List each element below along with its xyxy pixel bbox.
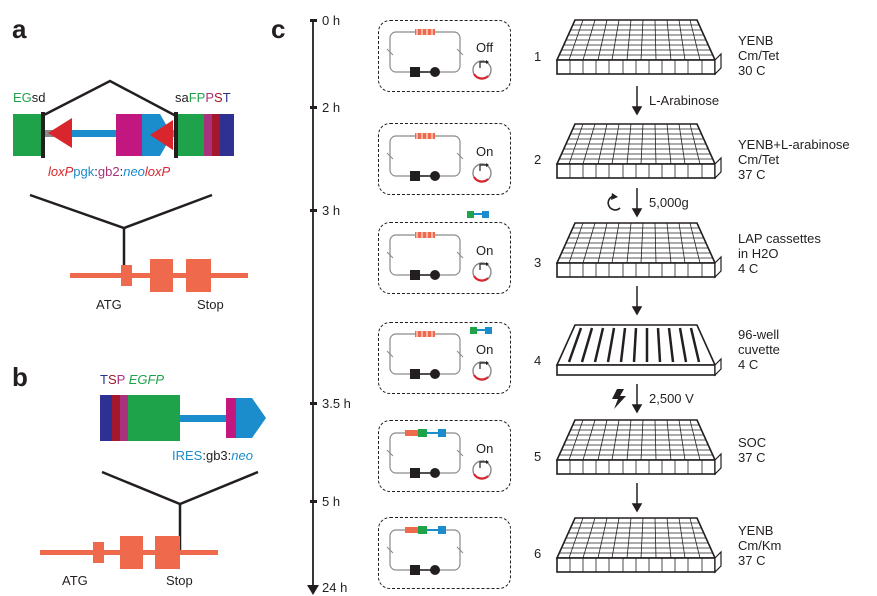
state-3: On: [476, 243, 494, 258]
ires-line: [180, 415, 226, 422]
neo-arrow-b-icon: [236, 398, 266, 438]
step-num-1: 1: [534, 49, 542, 64]
arrow-label-1: L-Arabinose: [649, 93, 720, 108]
time-3h: 3 h: [322, 203, 341, 218]
gene-b-stop-label: Stop: [166, 573, 193, 588]
fp-block: [178, 114, 204, 156]
step-num-2: 2: [534, 152, 542, 167]
panel-a-letter: a: [12, 14, 27, 44]
t-block-b: [100, 395, 112, 441]
step-num-5: 5: [534, 449, 542, 464]
cell-box-4: [378, 322, 511, 394]
egfp-block: [128, 395, 180, 441]
splice-line: [39, 79, 179, 119]
conditions-1: YENB Cm/Tet 30 C: [738, 33, 780, 78]
time-3-5h: 3.5 h: [322, 396, 351, 411]
time-2h: 2 h: [322, 100, 341, 115]
gb3-block: [226, 398, 236, 438]
step-num-3: 3: [534, 255, 542, 270]
exon-b-1: [93, 542, 104, 563]
time-24h: 24 h: [322, 580, 348, 595]
panel-c-letter: c: [271, 14, 286, 44]
state-1: Off: [476, 40, 494, 55]
cell-box-3: [378, 222, 511, 294]
step-num-6: 6: [534, 546, 542, 561]
loxp-cassette-label: loxPpgk:gb2:neoloxP: [48, 164, 171, 179]
eg-sd-label: EGsd: [13, 90, 46, 105]
s-block-b: [112, 395, 120, 441]
cell-box-1: [378, 20, 511, 92]
ires-neo-label: IRES:gb3:neo: [172, 448, 253, 463]
electroporation-icon: [612, 389, 626, 409]
panel-b-letter: b: [12, 362, 28, 392]
exon-3: [186, 259, 211, 292]
conditions-2: YENB+L-arabinose Cm/Tet 37 C: [738, 137, 850, 182]
exon-b-3: [155, 536, 180, 569]
cell-box-5: [378, 420, 511, 492]
sa-bar: [174, 112, 178, 158]
state-2: On: [476, 144, 494, 159]
gb2-block: [116, 114, 142, 156]
sd-bar: [41, 112, 45, 158]
loxp-right-icon: [150, 120, 173, 150]
tsp-egfp-label: TSP EGFP: [100, 372, 165, 387]
state-5: On: [476, 441, 494, 456]
state-4: On: [476, 342, 494, 357]
conditions-3: LAP cassettes in H2O 4 C: [738, 231, 821, 276]
cell-box-6: [378, 517, 511, 589]
exon-b-2: [120, 536, 143, 569]
loxp-left-icon: [48, 118, 72, 148]
gene-a-stop-label: Stop: [197, 297, 224, 312]
arrow-label-4: 2,500 V: [649, 391, 694, 406]
conditions-6: YENB Cm/Km 37 C: [738, 523, 782, 568]
conditions-4: 96-well cuvette 4 C: [738, 327, 780, 372]
eg-block: [13, 114, 41, 156]
sa-fp-pst-label: saFPPST: [175, 90, 231, 105]
time-5h: 5 h: [322, 494, 341, 509]
conditions-5: SOC 37 C: [738, 435, 767, 465]
exon-2: [150, 259, 173, 292]
time-0h: 0 h: [322, 13, 341, 28]
cell-box-2: [378, 123, 511, 195]
gene-b-atg-label: ATG: [62, 573, 88, 588]
t-block: [220, 114, 234, 156]
arrow-label-2: 5,000g: [649, 195, 689, 210]
gene-a-atg-label: ATG: [96, 297, 122, 312]
s-block: [212, 114, 220, 156]
centrifuge-icon: [607, 195, 621, 211]
p-block-b: [120, 395, 128, 441]
exon-1: [121, 265, 132, 286]
pgk-line: [72, 130, 116, 137]
step-num-4: 4: [534, 353, 542, 368]
p-block: [204, 114, 212, 156]
